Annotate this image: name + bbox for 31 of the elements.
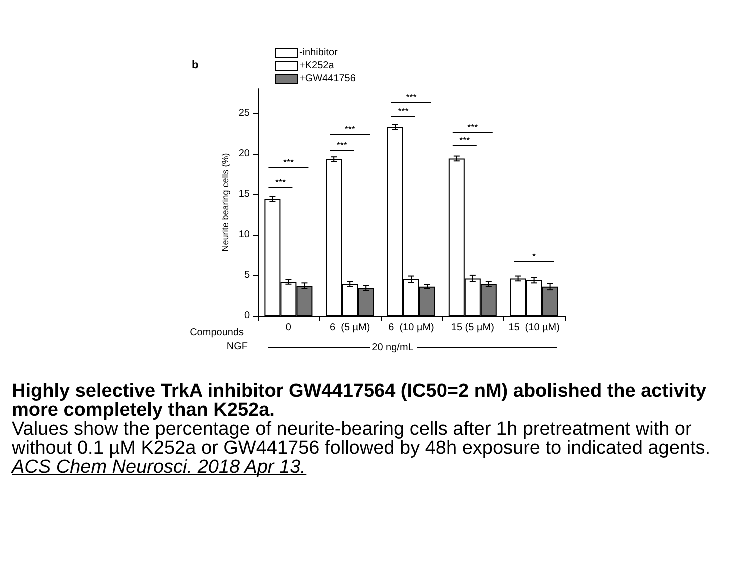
y-tick-label: 10 (238, 229, 250, 240)
legend-label: +K252a (300, 60, 335, 72)
text: Values show the percentage of neurite-bearing cells after 1h pretreatment with or without 0.1 µM K252a or GW441756 followed by 48h exposure to indicated agents. (11, 419, 711, 459)
y-tick-label: 15 (238, 188, 250, 200)
y-tick-label: 5 (244, 270, 250, 281)
text: 20 ng/mL (372, 342, 414, 354)
x-axis-title: Compounds (190, 328, 244, 338)
annotation: *** (460, 136, 471, 146)
annotation: *** (275, 178, 286, 188)
x-tick-label: 6 (10 µM) (388, 322, 434, 334)
x-tick-label: 15 (10 µM) (508, 322, 560, 334)
annotation: *** (468, 122, 479, 132)
text: Highly selective TrkA inhibitor GW4417564 (IC50=2 nM) abolished the activity more completely than K252a. (12, 381, 708, 421)
text: ACS Chem Neurosci. 2018 Apr 13. (11, 457, 306, 478)
x-tick-label: 15 (5 µM) (451, 322, 494, 334)
annotation: *** (283, 158, 294, 168)
annotation: *** (336, 140, 348, 150)
text: NGF (226, 342, 248, 352)
y-tick-label: 0 (244, 310, 250, 322)
legend-label: +GW441756 (300, 74, 356, 84)
legend-label: -inhibitor (300, 48, 339, 58)
annotation: *** (406, 92, 418, 102)
text: b (192, 60, 199, 72)
y-tick-label: 20 (238, 148, 250, 160)
x-tick-label: 6 (5 µM) (330, 322, 370, 334)
y-axis-title: Neurite bearing cells (%) (220, 153, 230, 252)
annotation: * (532, 252, 537, 262)
annotation: *** (398, 106, 410, 116)
annotation: *** (344, 124, 356, 134)
x-tick-label: 0 (286, 322, 292, 334)
y-tick-label: 25 (238, 108, 250, 119)
